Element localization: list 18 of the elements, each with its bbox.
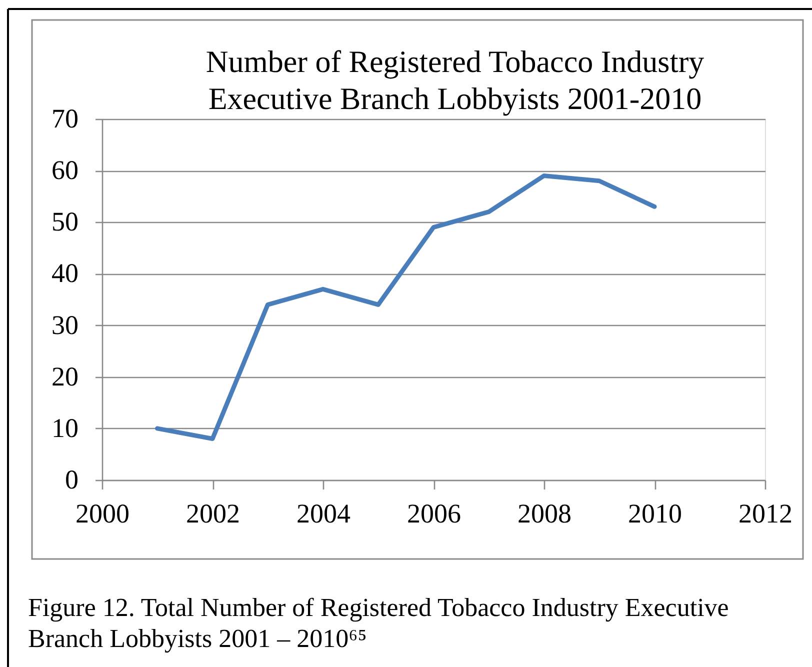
x-tick-label: 2012 xyxy=(738,498,792,528)
y-tick-label: 40 xyxy=(52,258,78,288)
y-tick-label: 60 xyxy=(52,155,78,186)
y-tick-label: 20 xyxy=(52,361,78,392)
line-series xyxy=(155,173,657,441)
y-tick-label: 70 xyxy=(52,104,78,134)
x-tick-label: 2002 xyxy=(186,498,240,528)
x-tick-label: 2004 xyxy=(296,498,351,528)
x-tick-label: 2006 xyxy=(407,498,461,528)
y-tick-label: 10 xyxy=(52,412,78,443)
x-tick-label: 2000 xyxy=(76,498,130,528)
y-tick-label: 30 xyxy=(52,310,78,340)
caption: Figure 12. Total Number of Registered Tobacco Industry Executive Branch Lobbyists 2001 – 2010⁶⁵ xyxy=(28,593,729,653)
chart-title: Number of Registered Tobacco Industry Executive Branch Lobbyists 2001-2010 xyxy=(206,44,705,116)
x-tick-label: 2008 xyxy=(518,498,572,528)
y-tick-label: 0 xyxy=(65,464,78,494)
y-tick-label: 50 xyxy=(52,206,78,237)
x-tick-label: 2010 xyxy=(628,498,682,528)
